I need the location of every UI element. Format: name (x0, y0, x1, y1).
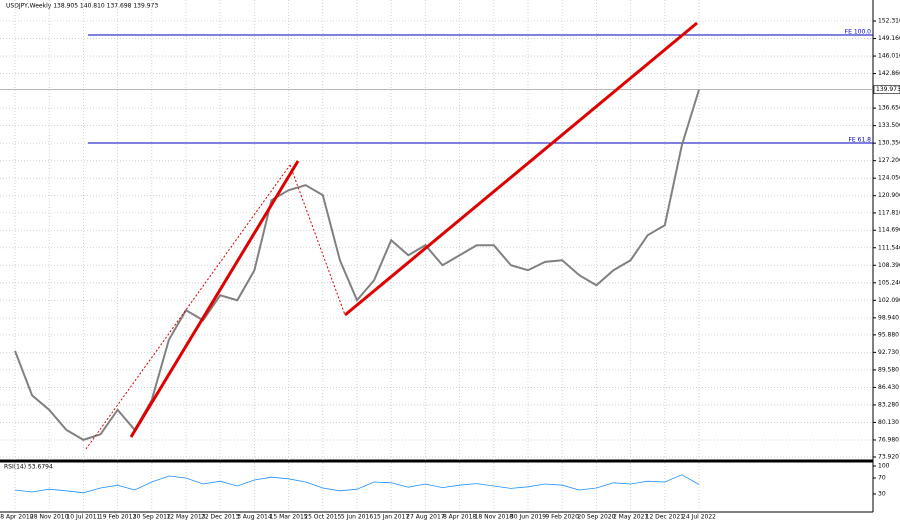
y-tick-label: 127.200 (878, 157, 900, 164)
y-tick-label: 83.280 (878, 401, 899, 408)
y-tick-label: 100 (878, 463, 890, 470)
x-tick-label: 18 Nov 2018 (475, 514, 514, 521)
y-tick-label: 89.580 (878, 366, 899, 373)
x-tick-label: 24 Jul 2022 (682, 514, 716, 521)
y-tick-label: 133.500 (878, 122, 900, 129)
x-tick-label: 30 Sep 2012 (133, 514, 171, 521)
x-tick-label: 12 May 2013 (166, 514, 205, 521)
y-tick-label: 105.240 (878, 279, 900, 286)
price-box (873, 85, 900, 94)
y-tick-label: 124.050 (878, 175, 900, 182)
x-tick-label: 9 Feb 2020 (545, 514, 579, 521)
chart-title: USDJPY,Weekly 138.905 140.810 137.698 13… (6, 3, 158, 10)
x-tick-label: 2 May 2021 (613, 514, 648, 521)
price-box-label: 139.973 (876, 86, 900, 93)
y-tick-label: 86.430 (878, 384, 899, 391)
x-tick-label: 27 Aug 2017 (406, 514, 445, 521)
x-tick-label: 15 Mar 2015 (270, 514, 308, 521)
y-tick-label: 108.390 (878, 262, 900, 269)
x-tick-label: 3 Aug 2014 (237, 514, 272, 521)
y-tick-label: 80.130 (878, 419, 899, 426)
y-tick-label: 70 (878, 475, 886, 482)
x-tick-label: 19 Feb 2012 (99, 514, 137, 521)
x-tick-label: 15 Jan 2017 (373, 514, 409, 521)
y-tick-label: 111.540 (878, 244, 900, 251)
y-tick-label: 92.730 (878, 349, 899, 356)
fibo-level-label: FE 61.8 (848, 137, 871, 144)
x-tick-label: 10 Jul 2011 (66, 514, 100, 521)
x-tick-label: 30 Jun 2019 (510, 514, 546, 521)
y-tick-label: 98.940 (878, 314, 899, 321)
x-tick-label: 8 Apr 2018 (443, 514, 476, 521)
rsi-title: RSI(14) 53.6794 (4, 464, 53, 471)
trend-line (344, 21, 698, 317)
y-tick-label: 120.900 (878, 192, 900, 199)
y-tick-label: 149.160 (878, 35, 900, 42)
y-tick-label: 102.090 (878, 297, 900, 304)
series-line (14, 474, 700, 494)
trend-line (129, 160, 300, 438)
x-tick-label: 5 Jun 2016 (341, 514, 373, 521)
y-tick-label: 95.880 (878, 331, 899, 338)
y-tick-label: 130.350 (878, 140, 900, 147)
y-tick-label: 76.980 (878, 436, 899, 443)
x-tick-label: 22 Dec 2013 (201, 514, 240, 521)
series-line (14, 89, 700, 441)
fibo-level-label: FE 100.0 (845, 29, 872, 36)
x-tick-label: 25 Oct 2015 (304, 514, 341, 521)
y-tick-label: 152.310 (878, 18, 900, 25)
trend-line-dotted (289, 164, 346, 316)
y-tick-label: 136.650 (878, 105, 900, 112)
x-tick-label: 12 Dec 2021 (646, 514, 685, 521)
y-tick-label: 142.860 (878, 70, 900, 77)
y-tick-label: 114.690 (878, 227, 900, 234)
y-tick-label: 30 (878, 491, 886, 498)
y-tick-label: 146.010 (878, 53, 900, 60)
x-tick-label: 28 Nov 2010 (30, 514, 69, 521)
x-tick-label: 18 Apr 2010 (0, 514, 34, 521)
y-tick-label: 117.810 (878, 209, 900, 216)
y-tick-label: 73.920 (878, 453, 899, 460)
x-tick-label: 20 Sep 2020 (577, 514, 615, 521)
